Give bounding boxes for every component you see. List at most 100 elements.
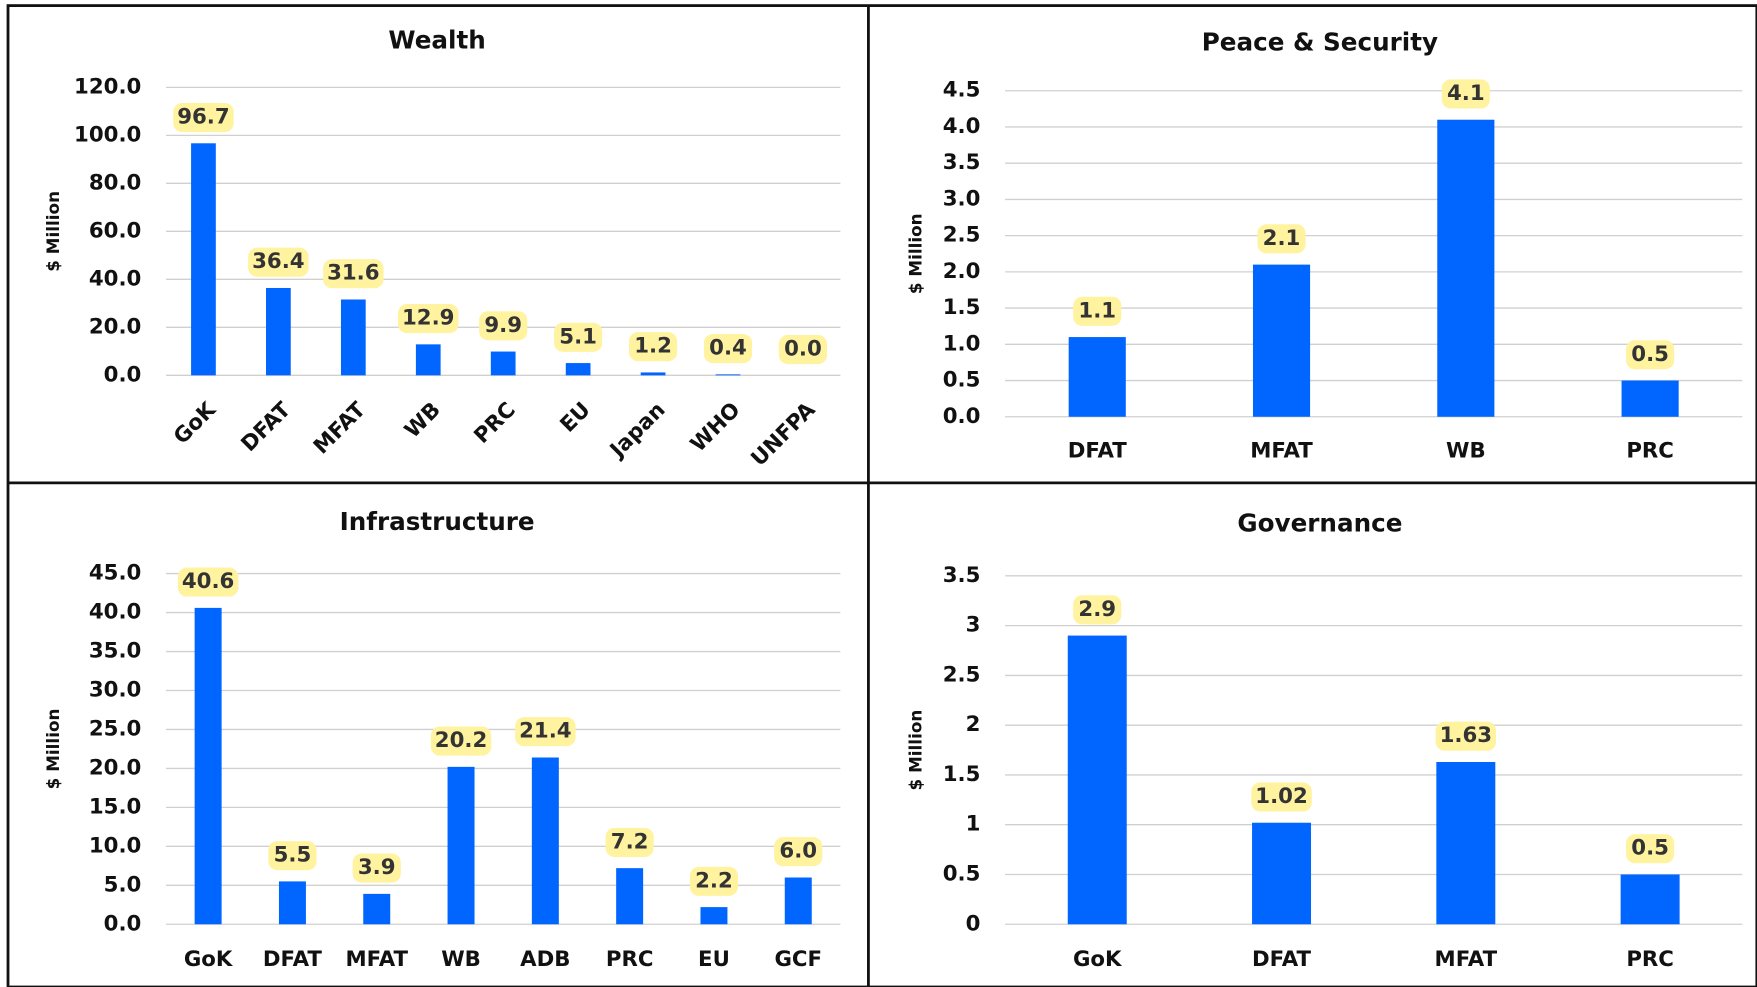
data-label-highlight: [248, 247, 309, 277]
y-tick-label: 40.0: [89, 266, 141, 291]
data-label: 0.5: [1631, 836, 1669, 861]
data-label-highlight: [1435, 721, 1497, 751]
bar: [447, 766, 475, 925]
y-tick-label: 20.0: [89, 314, 141, 339]
data-label: 2.1: [1263, 226, 1301, 251]
y-tick-label: 80.0: [89, 170, 141, 195]
data-label: 5.1: [559, 324, 597, 349]
y-tick-label: 45.0: [89, 561, 141, 586]
data-label-highlight: [1257, 224, 1306, 254]
data-label: 40.6: [182, 569, 234, 594]
y-tick-label: 2.5: [943, 223, 981, 248]
data-label: 1.2: [634, 334, 672, 359]
y-tick-label: 5.0: [104, 872, 142, 897]
x-tick-label: GoK: [184, 947, 234, 972]
bar: [191, 143, 216, 376]
data-label: 20.2: [435, 728, 487, 753]
data-label-highlight: [554, 322, 603, 352]
x-tick-label: PRC: [1626, 438, 1674, 463]
data-label-highlight: [1441, 79, 1490, 109]
bar: [616, 868, 644, 925]
chart-title: Infrastructure: [340, 507, 535, 536]
y-tick-label: 25.0: [89, 716, 141, 741]
x-tick-label: WB: [1446, 438, 1486, 463]
x-tick-label: GoK: [1073, 947, 1123, 972]
bar: [1621, 380, 1679, 417]
data-label: 2.2: [695, 868, 733, 893]
data-label-highlight: [177, 567, 239, 597]
data-label-highlight: [430, 726, 492, 756]
bar: [1620, 874, 1680, 925]
y-tick-label: 30.0: [89, 677, 141, 702]
data-label: 2.9: [1078, 597, 1116, 622]
bar: [1068, 337, 1126, 417]
bar: [340, 299, 366, 376]
data-label-highlight: [1073, 595, 1122, 625]
bar: [784, 877, 812, 925]
y-tick-label: 100.0: [74, 122, 141, 147]
data-label-highlight: [1626, 340, 1675, 370]
y-axis-label: $ Million: [906, 213, 926, 294]
y-tick-label: 1: [966, 812, 981, 837]
bar: [640, 372, 666, 376]
y-tick-label: 10.0: [89, 833, 141, 858]
data-label: 9.9: [484, 313, 522, 338]
x-tick-label: EU: [698, 947, 730, 972]
data-label-highlight: [352, 853, 401, 883]
data-label: 36.4: [252, 249, 304, 274]
bar: [194, 607, 222, 925]
y-tick-label: 0.0: [104, 911, 142, 936]
y-tick-label: 1.5: [943, 762, 981, 787]
data-label-highlight: [628, 332, 678, 362]
x-tick-label: DFAT: [1252, 947, 1312, 972]
bar: [531, 757, 559, 925]
y-tick-label: 0.5: [943, 861, 981, 886]
x-tick-label: PRC: [1626, 947, 1674, 972]
data-label: 4.1: [1447, 81, 1485, 106]
bar: [1067, 635, 1127, 925]
data-label-highlight: [323, 259, 384, 289]
y-tick-label: 120.0: [74, 74, 141, 99]
bar: [1252, 264, 1311, 417]
y-tick-label: 2: [966, 712, 981, 737]
data-label: 0.4: [709, 336, 747, 361]
y-axis-label: $ Million: [43, 191, 63, 272]
y-tick-label: 35.0: [89, 639, 141, 664]
data-label-highlight: [774, 837, 823, 867]
data-label: 1.63: [1440, 723, 1492, 748]
y-tick-label: 15.0: [89, 794, 141, 819]
x-tick-label: DFAT: [1068, 438, 1128, 463]
data-label-highlight: [689, 866, 739, 896]
bar: [700, 907, 728, 925]
bar: [1436, 761, 1496, 925]
data-label-highlight: [605, 827, 654, 857]
bar: [490, 351, 516, 376]
bar: [1252, 822, 1312, 925]
data-label: 21.4: [519, 719, 571, 744]
bar: [415, 344, 441, 376]
data-label-highlight: [1626, 834, 1675, 864]
chart-title: Wealth: [388, 25, 485, 54]
y-tick-label: 3.5: [943, 563, 981, 588]
chart-title: Peace & Security: [1202, 28, 1438, 57]
y-tick-label: 0: [966, 911, 981, 936]
data-label-highlight: [515, 717, 576, 747]
y-axis-label: $ Million: [906, 710, 926, 791]
data-label: 31.6: [327, 261, 379, 286]
x-tick-label: GCF: [774, 947, 822, 972]
data-label-highlight: [398, 304, 459, 334]
x-tick-label: MFAT: [345, 947, 408, 972]
x-tick-label: WB: [441, 947, 481, 972]
bar: [1437, 119, 1495, 417]
y-tick-label: 4.5: [943, 78, 981, 103]
data-label-highlight: [703, 334, 753, 364]
bar: [278, 881, 306, 925]
data-label: 96.7: [177, 105, 229, 130]
chart-title: Governance: [1237, 508, 1402, 537]
data-label: 5.5: [274, 843, 312, 868]
data-label-highlight: [268, 841, 317, 871]
y-tick-label: 0.5: [943, 368, 981, 393]
y-tick-label: 1.0: [943, 331, 981, 356]
y-tick-label: 1.5: [943, 295, 981, 320]
y-tick-label: 0.0: [104, 362, 142, 387]
